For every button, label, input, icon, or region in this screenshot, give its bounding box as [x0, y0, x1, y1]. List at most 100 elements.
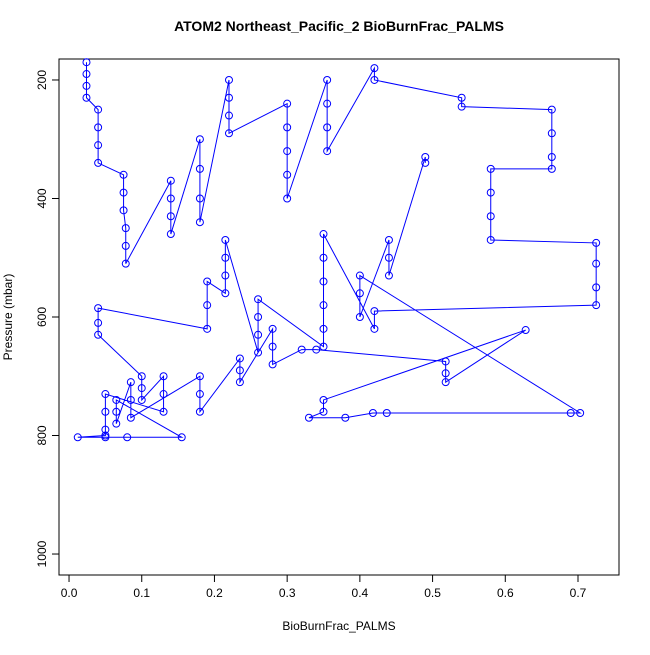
point	[254, 313, 263, 321]
point	[224, 129, 233, 138]
point	[457, 102, 466, 111]
point	[592, 283, 601, 292]
point	[319, 301, 328, 310]
point	[119, 188, 128, 197]
point	[159, 407, 168, 416]
x-tick-label: 0.6	[497, 586, 514, 600]
point	[112, 395, 121, 404]
point	[283, 147, 292, 156]
point	[441, 369, 450, 378]
point	[94, 141, 103, 150]
point	[319, 407, 328, 416]
point	[101, 407, 110, 416]
point	[486, 188, 495, 197]
point	[283, 123, 292, 132]
point	[126, 378, 135, 387]
point	[268, 360, 277, 369]
point	[166, 194, 175, 203]
y-axis-label: Pressure (mbar)	[1, 274, 15, 361]
point	[94, 105, 103, 114]
point	[166, 230, 175, 239]
point	[323, 147, 332, 156]
point	[384, 271, 393, 280]
y-tick-label: 400	[35, 188, 49, 208]
point	[119, 170, 128, 179]
x-tick-label: 0.2	[206, 586, 223, 600]
point	[355, 289, 364, 298]
point	[382, 408, 391, 417]
point	[224, 111, 233, 120]
point	[195, 164, 204, 173]
point	[254, 330, 263, 339]
chart-title: ATOM2 Northeast_Pacific_2 BioBurnFrac_PA…	[174, 18, 504, 34]
y-tick-label: 600	[35, 307, 49, 327]
point	[195, 372, 204, 381]
point	[370, 64, 379, 73]
point	[121, 224, 130, 233]
point	[370, 324, 379, 333]
point	[195, 390, 204, 399]
point	[94, 158, 103, 167]
point	[283, 99, 292, 108]
point	[195, 218, 204, 227]
point	[592, 238, 601, 247]
point	[547, 153, 556, 162]
point	[137, 395, 146, 404]
point	[319, 277, 328, 286]
point	[441, 357, 450, 366]
point	[121, 259, 130, 268]
point	[221, 289, 230, 298]
series-line	[77, 62, 597, 438]
point	[592, 259, 601, 268]
point	[283, 170, 292, 179]
point	[323, 75, 332, 84]
point	[370, 75, 379, 84]
point	[82, 58, 91, 67]
point	[521, 326, 530, 335]
point	[254, 295, 263, 304]
point	[94, 330, 103, 339]
point	[547, 164, 556, 173]
point	[304, 413, 313, 422]
x-tick-label: 0.5	[424, 586, 441, 600]
point	[319, 230, 328, 239]
point	[235, 378, 244, 387]
point	[203, 277, 212, 286]
y-tick-label: 1000	[35, 540, 49, 567]
point	[82, 81, 91, 90]
point	[195, 194, 204, 203]
point	[73, 433, 82, 442]
point	[547, 105, 556, 114]
point	[312, 345, 321, 354]
point	[221, 235, 230, 244]
point	[101, 390, 110, 399]
point	[319, 342, 328, 351]
y-tick-label: 800	[35, 425, 49, 445]
y-tick-label: 200	[35, 70, 49, 90]
point	[166, 176, 175, 185]
point	[177, 433, 186, 442]
point	[486, 212, 495, 221]
point	[457, 93, 466, 102]
point	[112, 419, 121, 428]
point	[323, 123, 332, 132]
point	[203, 301, 212, 310]
point	[119, 206, 128, 215]
point	[283, 194, 292, 203]
point	[421, 158, 430, 167]
x-tick-label: 0.4	[352, 586, 369, 600]
x-tick-label: 0.3	[279, 586, 296, 600]
point	[592, 301, 601, 310]
point	[166, 212, 175, 221]
x-tick-label: 0.1	[133, 586, 150, 600]
x-tick-label: 0.7	[570, 586, 587, 600]
point	[101, 433, 110, 442]
point	[576, 408, 585, 417]
point	[566, 408, 575, 417]
point	[268, 342, 277, 351]
point	[159, 372, 168, 381]
point	[355, 271, 364, 280]
